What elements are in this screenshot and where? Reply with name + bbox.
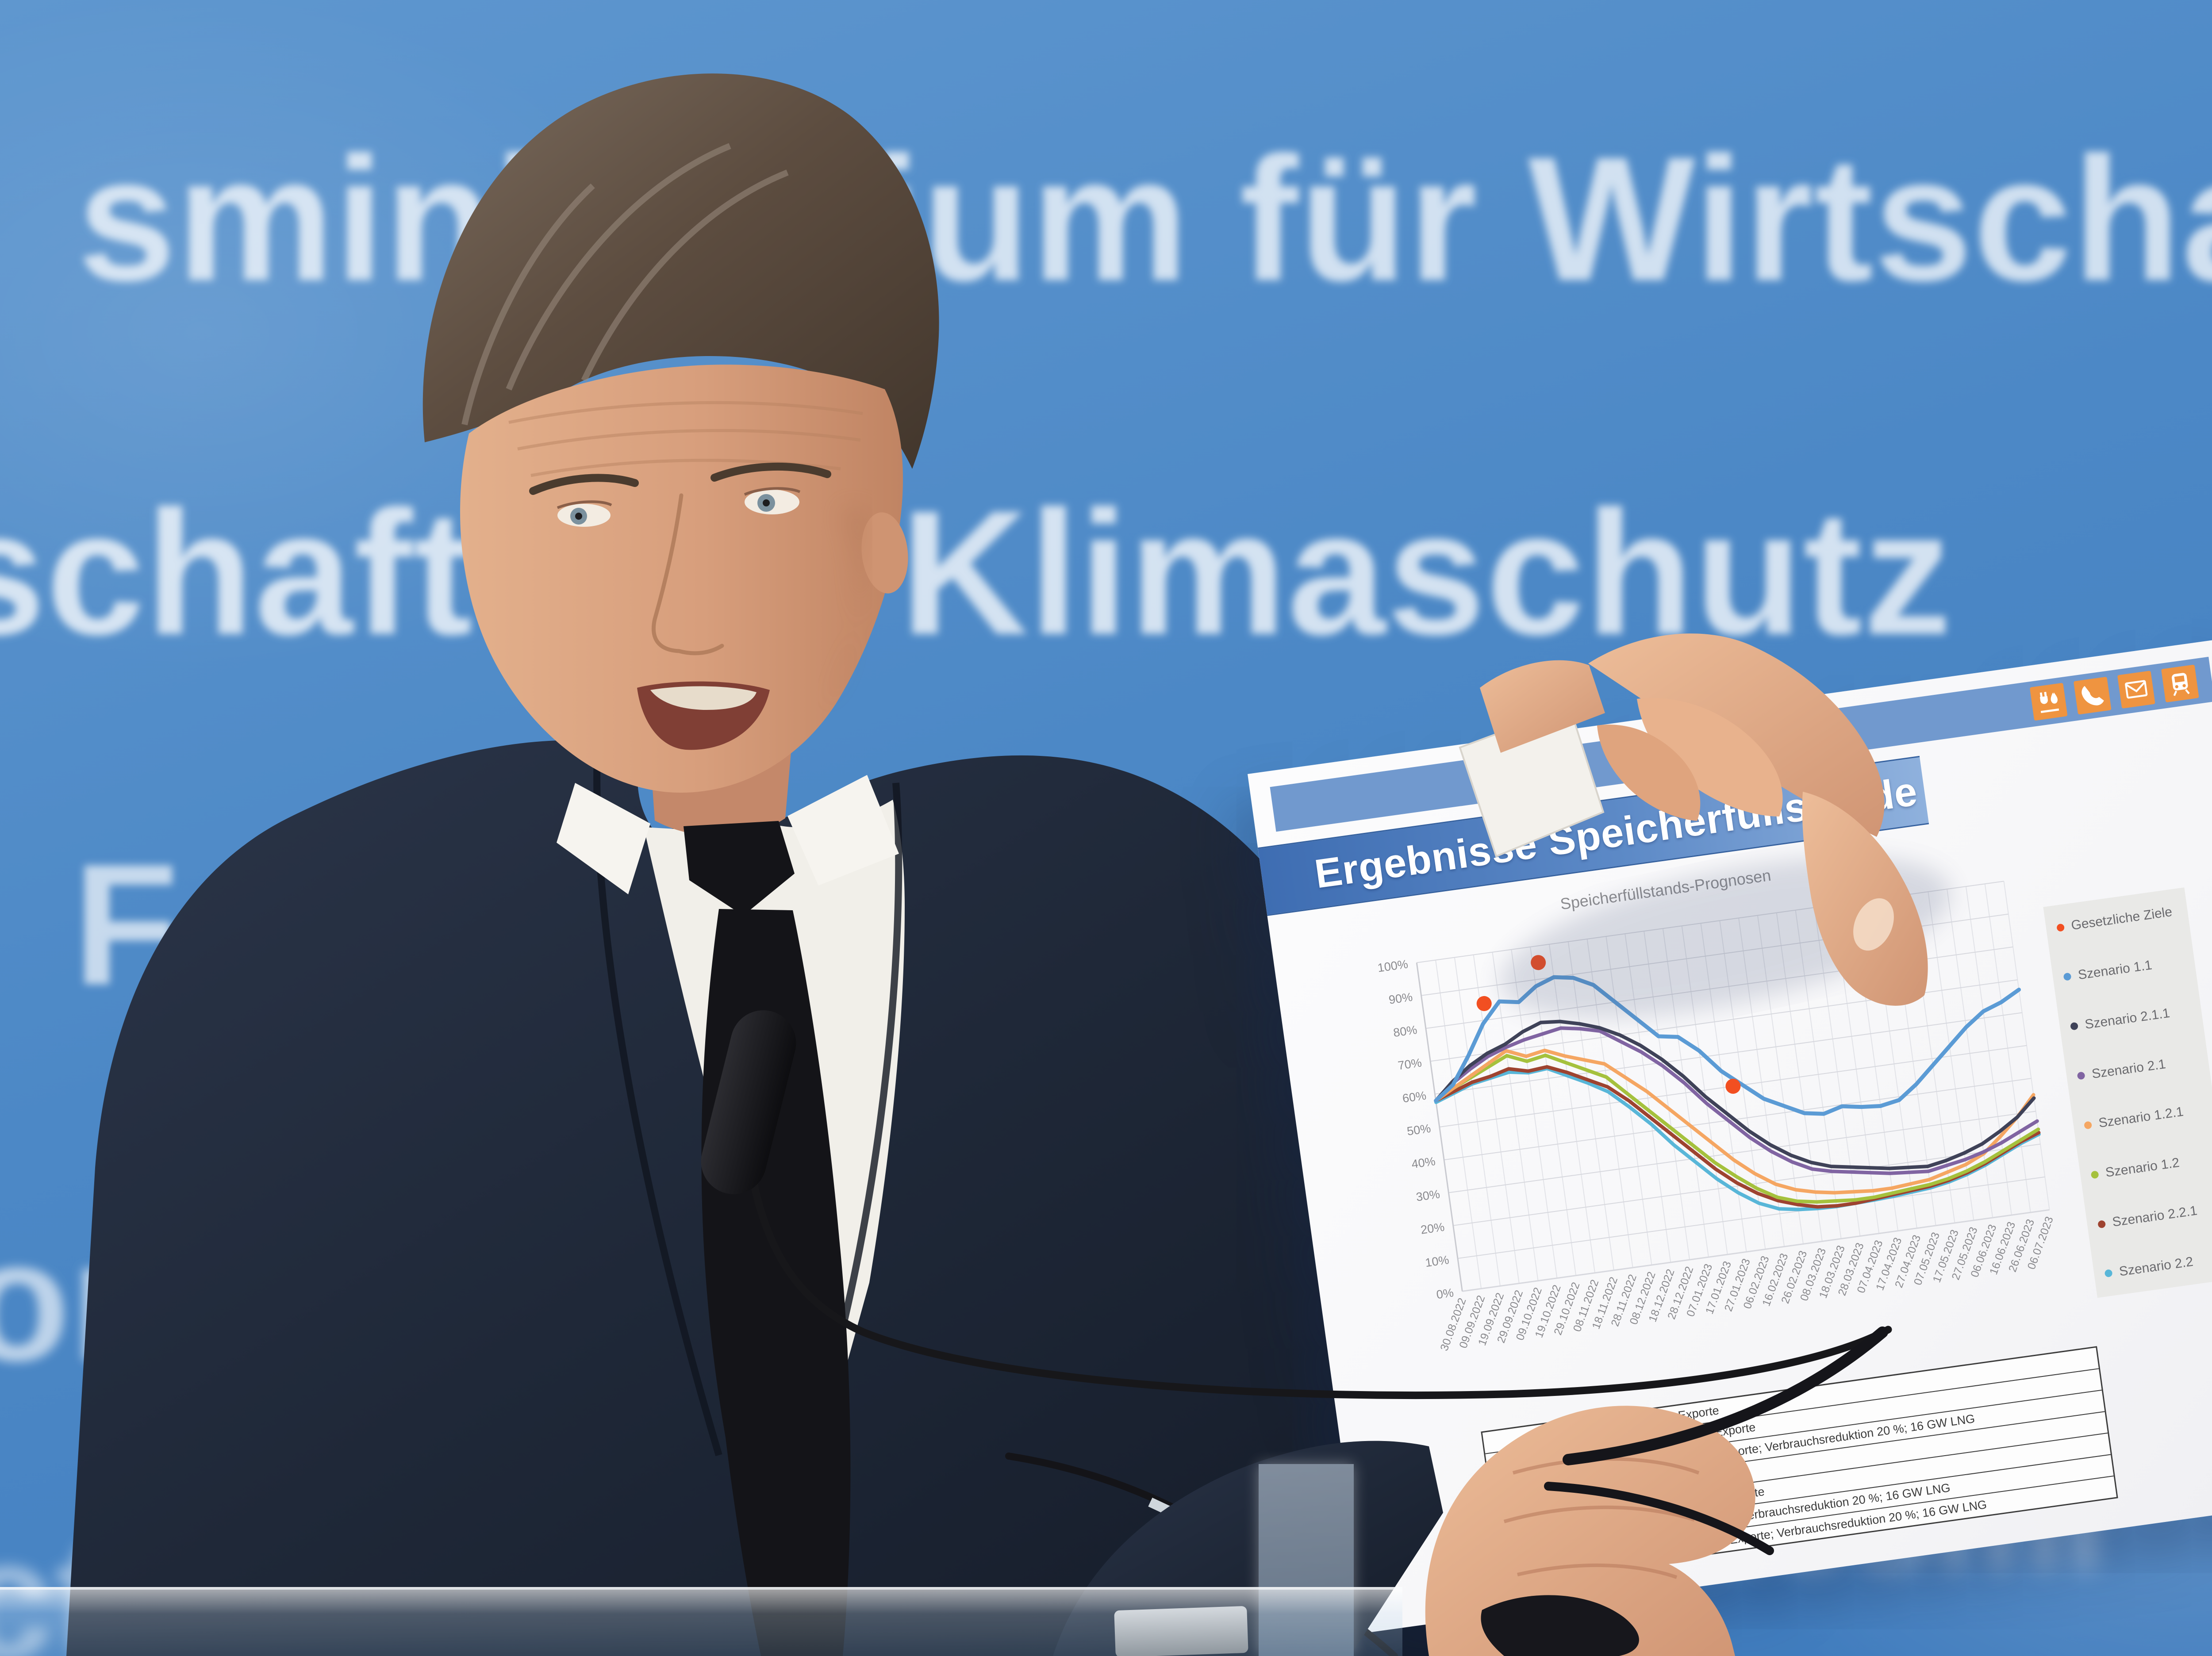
legend-label: Szenario 2.2 (2118, 1254, 2194, 1279)
legend-color-dot (2070, 1022, 2079, 1031)
legend-label: Gesetzliche Ziele (2070, 904, 2173, 933)
legend-item: Szenario 1.2 (2090, 1151, 2212, 1182)
legend-color-dot (2097, 1219, 2106, 1228)
slide-header-band (1270, 656, 2212, 832)
legend-color-dot (2056, 923, 2065, 932)
svg-text:100%: 100% (1377, 957, 1409, 974)
wall-text-fragment: schaft und Klimaschutz (0, 474, 1953, 671)
legend-color-dot (2063, 972, 2072, 981)
train-icon (2161, 664, 2199, 703)
legend-label: Szenario 2.1 (2091, 1056, 2167, 1081)
svg-text:50%: 50% (1406, 1122, 1432, 1138)
lectern-clamp (1114, 1606, 1248, 1656)
legend-item: Szenario 2.1 (2076, 1052, 2198, 1084)
envelope-icon (2117, 671, 2155, 709)
legend-color-dot (2104, 1269, 2113, 1278)
svg-text:10%: 10% (1425, 1253, 1450, 1269)
printed-slide-page: Ergebnisse Speicherfüllstände Speicherfü… (1248, 638, 2212, 1633)
svg-text:90%: 90% (1388, 990, 1413, 1007)
legend-label: Szenario 1.2 (2104, 1155, 2181, 1181)
legend-color-dot (2090, 1170, 2099, 1179)
svg-text:30%: 30% (1415, 1187, 1441, 1204)
legend-label: Szenario 2.1.1 (2084, 1005, 2171, 1032)
legend-item: Szenario 2.2.1 (2097, 1200, 2212, 1232)
svg-text:70%: 70% (1397, 1056, 1423, 1072)
svg-text:20%: 20% (1420, 1220, 1445, 1237)
svg-text:60%: 60% (1402, 1089, 1427, 1105)
legend-item: Szenario 2.1.1 (2070, 1003, 2192, 1034)
legend-label: Szenario 1.1 (2077, 958, 2153, 982)
phone-icon (2073, 676, 2112, 715)
wall-text-fragment: sministerium für Wirtschaft (77, 120, 2212, 318)
wall-text-fragment: on (0, 1204, 177, 1397)
legend-item: Szenario 1.2.1 (2083, 1101, 2205, 1133)
plug-flame-icon (2029, 682, 2068, 721)
svg-text:0%: 0% (1436, 1286, 1455, 1301)
legend-color-dot (2077, 1071, 2085, 1080)
legend-item: Szenario 1.1 (2062, 953, 2185, 985)
svg-text:80%: 80% (1392, 1023, 1418, 1039)
legend-label: Szenario 2.2.1 (2111, 1203, 2198, 1230)
svg-text:40%: 40% (1411, 1154, 1436, 1171)
legend-label: Szenario 1.2.1 (2097, 1104, 2185, 1131)
wall-text-fragment: Fe (73, 828, 276, 1021)
legend-item: Gesetzliche Ziele (2056, 904, 2178, 935)
legend-color-dot (2084, 1121, 2093, 1130)
legend-item: Szenario 2.2 (2104, 1250, 2212, 1281)
storage-forecast-chart: 0%10%20%30%40%50%60%70%80%90%100%30.08.2… (1377, 881, 2056, 1353)
